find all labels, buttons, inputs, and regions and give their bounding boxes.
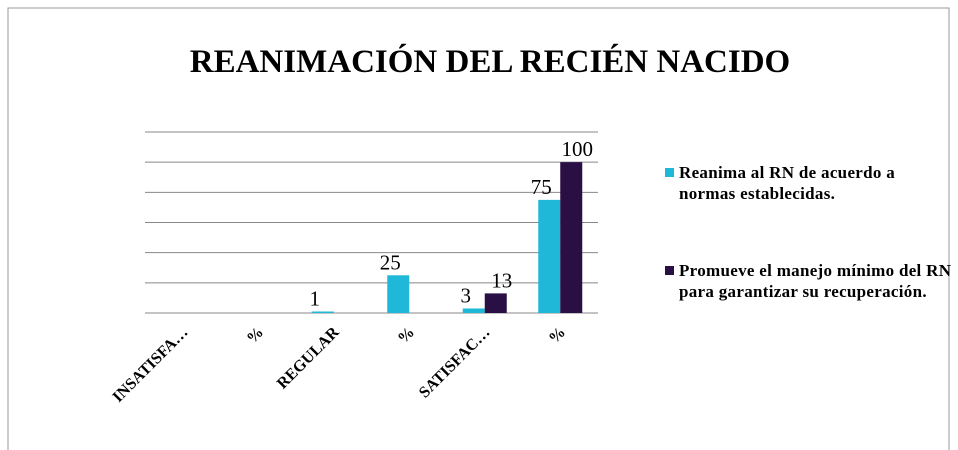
data-label: 100 bbox=[562, 137, 594, 161]
x-tick-label: INSATISFA… bbox=[110, 324, 192, 406]
x-tick-label: % bbox=[546, 324, 569, 347]
data-label: 13 bbox=[491, 268, 512, 292]
x-tick-label: % bbox=[395, 324, 418, 347]
bar bbox=[387, 275, 410, 313]
x-tick-label: SATISFAC… bbox=[416, 324, 494, 402]
bar bbox=[560, 162, 583, 313]
x-tick-label: REGULAR bbox=[274, 323, 343, 392]
bar bbox=[484, 293, 507, 313]
legend-label: Reanima al RN de acuerdo a normas establ… bbox=[679, 163, 896, 203]
chart-frame bbox=[7, 7, 950, 450]
data-label: 3 bbox=[461, 283, 472, 307]
data-label: 1 bbox=[310, 286, 321, 310]
legend-label: Promueve el manejo mínimo del RN para ga… bbox=[679, 261, 952, 301]
legend-item: Promueve el manejo mínimo del RN para ga… bbox=[665, 260, 955, 302]
bar bbox=[311, 311, 334, 313]
legend-swatch bbox=[665, 168, 674, 177]
x-tick-label: % bbox=[244, 324, 267, 347]
bar bbox=[538, 199, 561, 313]
bar bbox=[462, 308, 485, 313]
legend-swatch bbox=[665, 266, 674, 275]
legend-item: Reanima al RN de acuerdo a normas establ… bbox=[665, 162, 955, 204]
data-label: 75 bbox=[531, 175, 552, 199]
chart-title: REANIMACIÓN DEL RECIÉN NACIDO bbox=[190, 42, 790, 80]
data-label: 25 bbox=[380, 250, 401, 274]
